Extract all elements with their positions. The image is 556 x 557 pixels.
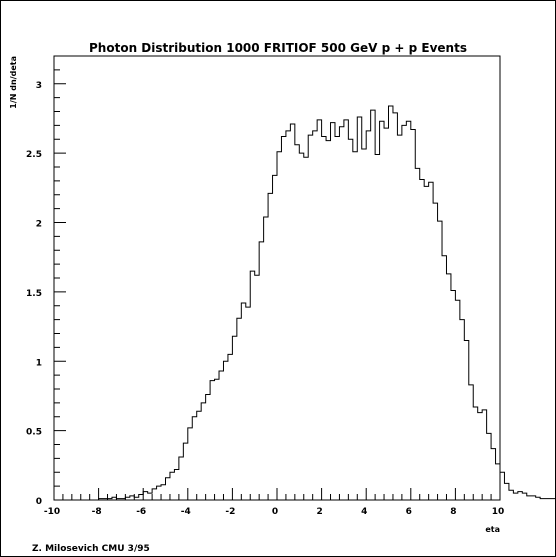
x-tick-label: 2 bbox=[316, 507, 322, 517]
x-tick-label: 4 bbox=[361, 507, 367, 517]
axis-tick-labels: -10 -8 -6 -4 -2 0 2 4 6 8 10 0 0.5 1 1.5 2 2.5 3 bbox=[26, 81, 504, 517]
y-tick-label: 2.5 bbox=[26, 150, 42, 160]
x-tick-label: 10 bbox=[492, 507, 505, 517]
y-tick-label: 3 bbox=[36, 81, 42, 91]
x-tick-label: 0 bbox=[272, 507, 278, 517]
y-tick-label: 0.5 bbox=[26, 428, 42, 438]
x-tick-label: 6 bbox=[406, 507, 412, 517]
y-tick-label: 0 bbox=[36, 497, 42, 507]
y-tick-label: 2 bbox=[36, 220, 42, 230]
x-axis-label: eta bbox=[485, 525, 500, 534]
x-tick-label: 8 bbox=[450, 507, 456, 517]
footer-credit: Z. Milosevich CMU 3/95 bbox=[32, 544, 150, 554]
x-tick-label: -10 bbox=[44, 507, 60, 517]
y-tick-label: 1 bbox=[36, 358, 42, 368]
x-tick-label: -2 bbox=[225, 507, 235, 517]
x-tick-label: -4 bbox=[181, 507, 191, 517]
y-axis-label: 1/N dn/deta bbox=[9, 56, 18, 109]
chart-title: Photon Distribution 1000 FRITIOF 500 GeV… bbox=[89, 41, 467, 55]
histogram-outline bbox=[54, 105, 556, 501]
y-tick-label: 1.5 bbox=[26, 289, 42, 299]
x-tick-label: -6 bbox=[136, 507, 146, 517]
axis-ticks bbox=[53, 55, 501, 501]
x-tick-label: -8 bbox=[92, 507, 102, 517]
